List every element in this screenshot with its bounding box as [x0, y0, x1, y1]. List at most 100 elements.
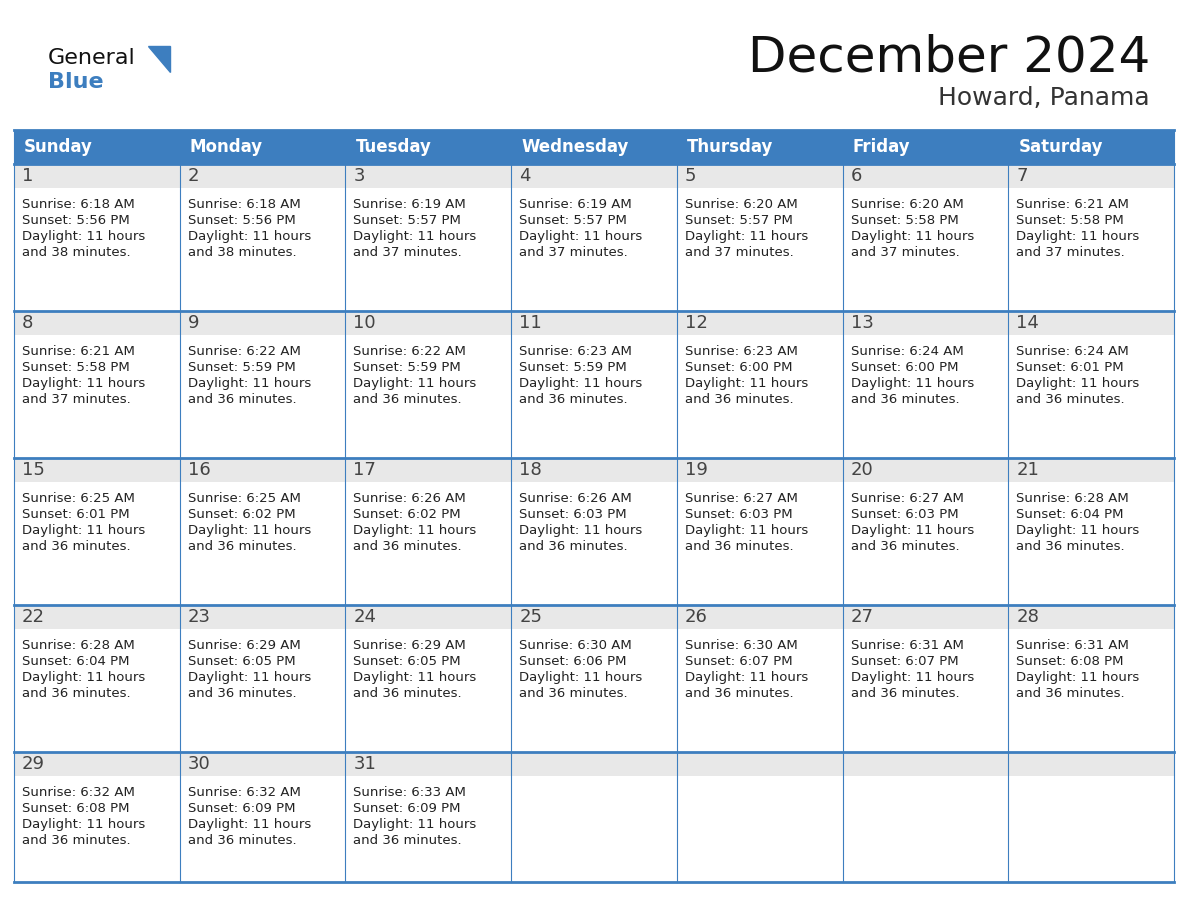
- Text: Daylight: 11 hours: Daylight: 11 hours: [851, 524, 974, 537]
- Bar: [842, 311, 1009, 335]
- Bar: [677, 335, 842, 458]
- Text: Sunrise: 6:26 AM: Sunrise: 6:26 AM: [519, 492, 632, 505]
- Bar: [677, 605, 842, 629]
- Bar: [1009, 335, 1174, 458]
- Bar: [14, 482, 179, 605]
- Text: 24: 24: [353, 608, 377, 626]
- Text: Daylight: 11 hours: Daylight: 11 hours: [851, 671, 974, 684]
- Text: Sunrise: 6:19 AM: Sunrise: 6:19 AM: [519, 198, 632, 211]
- Text: 25: 25: [519, 608, 542, 626]
- Bar: [842, 130, 1009, 164]
- Text: Sunrise: 6:22 AM: Sunrise: 6:22 AM: [188, 345, 301, 358]
- Text: 14: 14: [1016, 314, 1040, 332]
- Text: 6: 6: [851, 167, 862, 185]
- Text: 10: 10: [353, 314, 377, 332]
- Text: Sunrise: 6:24 AM: Sunrise: 6:24 AM: [1016, 345, 1129, 358]
- Text: Sunrise: 6:26 AM: Sunrise: 6:26 AM: [353, 492, 466, 505]
- Text: Sunrise: 6:22 AM: Sunrise: 6:22 AM: [353, 345, 467, 358]
- Text: Sunset: 6:03 PM: Sunset: 6:03 PM: [851, 508, 959, 521]
- Text: and 38 minutes.: and 38 minutes.: [23, 246, 131, 259]
- Text: Sunset: 6:09 PM: Sunset: 6:09 PM: [353, 802, 461, 815]
- Text: and 37 minutes.: and 37 minutes.: [1016, 246, 1125, 259]
- Text: 28: 28: [1016, 608, 1040, 626]
- Text: General: General: [48, 48, 135, 68]
- Text: 7: 7: [1016, 167, 1028, 185]
- Text: and 36 minutes.: and 36 minutes.: [519, 540, 627, 553]
- Bar: [14, 629, 179, 752]
- Bar: [179, 164, 346, 188]
- Text: Wednesday: Wednesday: [522, 138, 628, 156]
- Text: Howard, Panama: Howard, Panama: [939, 86, 1150, 110]
- Text: and 36 minutes.: and 36 minutes.: [851, 393, 959, 406]
- Bar: [346, 605, 511, 629]
- Text: Sunrise: 6:30 AM: Sunrise: 6:30 AM: [519, 639, 632, 652]
- Bar: [677, 458, 842, 482]
- Text: 22: 22: [23, 608, 45, 626]
- Bar: [677, 164, 842, 188]
- Text: 27: 27: [851, 608, 873, 626]
- Bar: [14, 605, 179, 629]
- Bar: [677, 482, 842, 605]
- Text: 13: 13: [851, 314, 873, 332]
- Text: Sunrise: 6:19 AM: Sunrise: 6:19 AM: [353, 198, 466, 211]
- Bar: [1009, 482, 1174, 605]
- Text: and 37 minutes.: and 37 minutes.: [684, 246, 794, 259]
- Text: Daylight: 11 hours: Daylight: 11 hours: [519, 671, 643, 684]
- Bar: [346, 188, 511, 311]
- Bar: [346, 752, 511, 776]
- Text: Daylight: 11 hours: Daylight: 11 hours: [1016, 230, 1139, 243]
- Text: Daylight: 11 hours: Daylight: 11 hours: [684, 671, 808, 684]
- Text: Blue: Blue: [48, 72, 103, 92]
- Text: Sunrise: 6:23 AM: Sunrise: 6:23 AM: [519, 345, 632, 358]
- Bar: [14, 458, 179, 482]
- Text: Daylight: 11 hours: Daylight: 11 hours: [353, 230, 476, 243]
- Bar: [346, 130, 511, 164]
- Bar: [511, 130, 677, 164]
- Bar: [511, 335, 677, 458]
- Text: Sunrise: 6:25 AM: Sunrise: 6:25 AM: [188, 492, 301, 505]
- Text: Saturday: Saturday: [1018, 138, 1102, 156]
- Text: 16: 16: [188, 461, 210, 479]
- Bar: [511, 482, 677, 605]
- Text: Monday: Monday: [190, 138, 263, 156]
- Bar: [677, 629, 842, 752]
- Text: 4: 4: [519, 167, 531, 185]
- Bar: [346, 629, 511, 752]
- Text: and 36 minutes.: and 36 minutes.: [684, 393, 794, 406]
- Text: Sunset: 6:01 PM: Sunset: 6:01 PM: [1016, 361, 1124, 374]
- Text: and 36 minutes.: and 36 minutes.: [23, 540, 131, 553]
- Text: Sunset: 6:06 PM: Sunset: 6:06 PM: [519, 655, 626, 668]
- Text: Sunset: 6:05 PM: Sunset: 6:05 PM: [353, 655, 461, 668]
- Text: Daylight: 11 hours: Daylight: 11 hours: [188, 377, 311, 390]
- Text: Sunset: 6:00 PM: Sunset: 6:00 PM: [851, 361, 958, 374]
- Text: Sunrise: 6:28 AM: Sunrise: 6:28 AM: [1016, 492, 1129, 505]
- Text: 30: 30: [188, 755, 210, 773]
- Bar: [511, 458, 677, 482]
- Text: 5: 5: [684, 167, 696, 185]
- Text: Sunrise: 6:31 AM: Sunrise: 6:31 AM: [1016, 639, 1129, 652]
- Text: and 36 minutes.: and 36 minutes.: [23, 834, 131, 847]
- Bar: [511, 188, 677, 311]
- Text: Sunset: 6:09 PM: Sunset: 6:09 PM: [188, 802, 295, 815]
- Bar: [1009, 130, 1174, 164]
- Text: 26: 26: [684, 608, 708, 626]
- Text: 29: 29: [23, 755, 45, 773]
- Text: and 36 minutes.: and 36 minutes.: [519, 393, 627, 406]
- Text: and 37 minutes.: and 37 minutes.: [851, 246, 960, 259]
- Text: 15: 15: [23, 461, 45, 479]
- Text: Daylight: 11 hours: Daylight: 11 hours: [23, 230, 145, 243]
- Text: and 36 minutes.: and 36 minutes.: [188, 393, 296, 406]
- Text: Daylight: 11 hours: Daylight: 11 hours: [684, 377, 808, 390]
- Bar: [1009, 752, 1174, 776]
- Text: and 37 minutes.: and 37 minutes.: [353, 246, 462, 259]
- Text: Sunset: 6:08 PM: Sunset: 6:08 PM: [23, 802, 129, 815]
- Text: 23: 23: [188, 608, 210, 626]
- Text: Sunset: 6:02 PM: Sunset: 6:02 PM: [188, 508, 296, 521]
- Text: 18: 18: [519, 461, 542, 479]
- Bar: [14, 776, 179, 882]
- Bar: [346, 335, 511, 458]
- Text: Sunset: 6:01 PM: Sunset: 6:01 PM: [23, 508, 129, 521]
- Text: Sunrise: 6:28 AM: Sunrise: 6:28 AM: [23, 639, 134, 652]
- Text: Sunset: 5:56 PM: Sunset: 5:56 PM: [188, 214, 296, 227]
- Text: Sunrise: 6:29 AM: Sunrise: 6:29 AM: [353, 639, 466, 652]
